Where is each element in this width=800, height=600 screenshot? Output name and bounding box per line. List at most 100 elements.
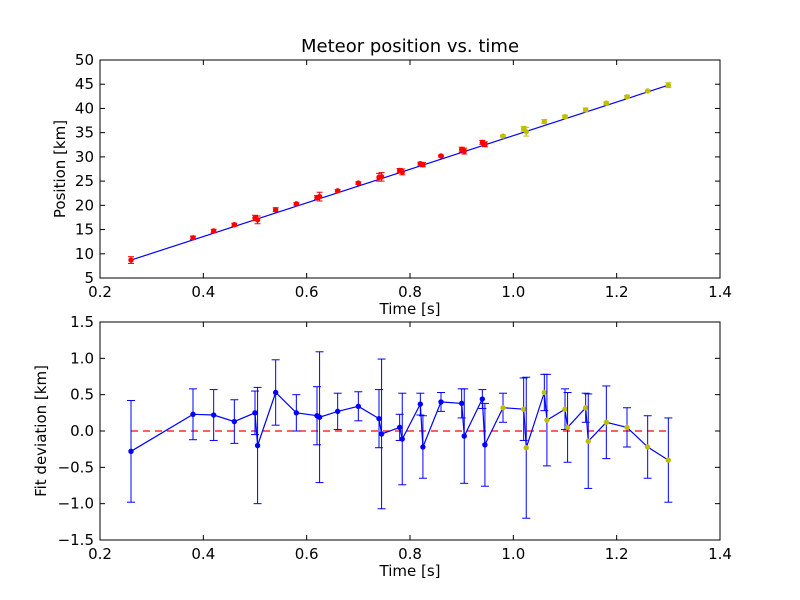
data-point [482, 442, 488, 448]
data-point [582, 107, 589, 113]
position-ytick-label: 5 [84, 269, 94, 287]
data-point [231, 222, 238, 228]
position-chart: Meteor position vs. time 0.2 0.4 0.6 0.8 1.0… [51, 36, 732, 318]
data-point [334, 188, 341, 194]
deviation-ytick-label: −1.5 [58, 531, 94, 549]
deviation-ytick-label: −0.5 [58, 458, 94, 476]
data-point [541, 389, 548, 396]
data-point [254, 217, 261, 223]
data-point [479, 396, 486, 402]
deviation-ytick-label: 1.0 [70, 349, 94, 367]
position-ytick-label: 20 [75, 196, 94, 214]
data-point [254, 442, 261, 449]
data-point [582, 405, 589, 411]
position-ytick-label: 40 [75, 99, 94, 117]
position-chart-title: Meteor position vs. time [301, 36, 519, 57]
data-point [523, 445, 529, 451]
data-point [128, 257, 134, 263]
position-xtick-label: 1.2 [605, 283, 629, 301]
data-point [520, 406, 527, 412]
deviation-chart-ylabel: Fit deviation [km] [32, 365, 50, 497]
position-chart-axes: 0.2 0.4 0.6 0.8 1.0 1.2 1.4 5 10 15 20 25 30 35 40 45 50 [75, 51, 732, 301]
data-point [523, 128, 529, 135]
data-point [210, 228, 217, 234]
data-point [316, 193, 323, 200]
data-point [399, 436, 405, 442]
deviation-xtick-label: 0.6 [295, 545, 319, 563]
deviation-chart-data [127, 351, 673, 519]
data-point [665, 82, 672, 88]
position-xtick-label: 0.6 [295, 283, 319, 301]
deviation-xtick-label: 1.2 [605, 545, 629, 563]
position-chart-ylabel: Position [km] [51, 120, 69, 218]
deviation-xtick-label: 0.8 [398, 545, 422, 563]
deviation-xtick-label: 0.4 [191, 545, 215, 563]
data-point [438, 399, 444, 405]
deviation-ytick-label: 0.5 [70, 386, 94, 404]
position-chart-data [128, 82, 672, 264]
data-point [644, 444, 651, 450]
data-point [624, 94, 630, 100]
data-point [190, 235, 196, 241]
position-ytick-label: 45 [75, 75, 94, 93]
position-xtick-label: 0.8 [398, 283, 422, 301]
data-point [420, 161, 426, 168]
data-point [644, 88, 651, 94]
deviation-chart-xlabel: Time [s] [379, 562, 441, 580]
data-point [272, 389, 279, 396]
data-point [293, 201, 300, 207]
data-point [603, 419, 610, 425]
deviation-ytick-label: 1.5 [70, 313, 94, 331]
data-point [420, 444, 426, 450]
data-point [378, 431, 385, 437]
data-point [665, 457, 672, 463]
data-point [190, 411, 196, 417]
position-xtick-label: 1.4 [708, 283, 732, 301]
data-point [461, 148, 467, 154]
position-ytick-label: 10 [75, 245, 94, 263]
deviation-xtick-label: 1.0 [501, 545, 525, 563]
data-point [376, 415, 382, 422]
data-point [293, 410, 300, 416]
data-point [458, 400, 465, 407]
data-point [378, 174, 385, 180]
data-point [355, 403, 362, 409]
data-point [128, 448, 134, 455]
position-xtick-label: 0.2 [88, 283, 112, 301]
deviation-ytick-label: 0.0 [70, 422, 94, 440]
position-ytick-label: 35 [75, 124, 94, 142]
data-point [417, 401, 424, 407]
data-point [461, 433, 467, 439]
data-point [544, 417, 550, 423]
deviation-xtick-label: 0.2 [88, 545, 112, 563]
data-point [252, 410, 258, 416]
data-point [585, 438, 591, 444]
deviation-line [130, 391, 669, 461]
data-point [624, 424, 630, 431]
data-point [355, 180, 362, 186]
data-point [316, 414, 323, 420]
deviation-chart: 0.2 0.4 0.6 0.8 1.0 1.2 1.4 −1.5 −1.0 −0.5 0.0 0.5 1… [32, 313, 732, 580]
data-point [562, 406, 568, 412]
position-chart-xlabel: Time [s] [379, 300, 441, 318]
data-point [541, 118, 548, 125]
data-point [210, 412, 217, 418]
data-point [564, 424, 571, 431]
data-point [500, 405, 506, 411]
data-point [438, 153, 444, 159]
data-point [562, 113, 568, 120]
position-xtick-label: 0.4 [191, 283, 215, 301]
position-ytick-label: 15 [75, 221, 94, 239]
data-point [500, 133, 506, 139]
data-point [399, 169, 405, 175]
position-ytick-label: 30 [75, 148, 94, 166]
deviation-xtick-label: 1.4 [708, 545, 732, 563]
position-ytick-label: 50 [75, 51, 94, 69]
data-point [334, 408, 341, 415]
data-point [231, 418, 238, 425]
position-xtick-label: 1.0 [501, 283, 525, 301]
deviation-chart-axes: 0.2 0.4 0.6 0.8 1.0 1.2 1.4 −1.5 −1.0 −0.5 0.0 0.5 1… [58, 313, 732, 563]
deviation-ytick-label: −1.0 [58, 495, 94, 513]
position-ytick-label: 25 [75, 172, 94, 190]
